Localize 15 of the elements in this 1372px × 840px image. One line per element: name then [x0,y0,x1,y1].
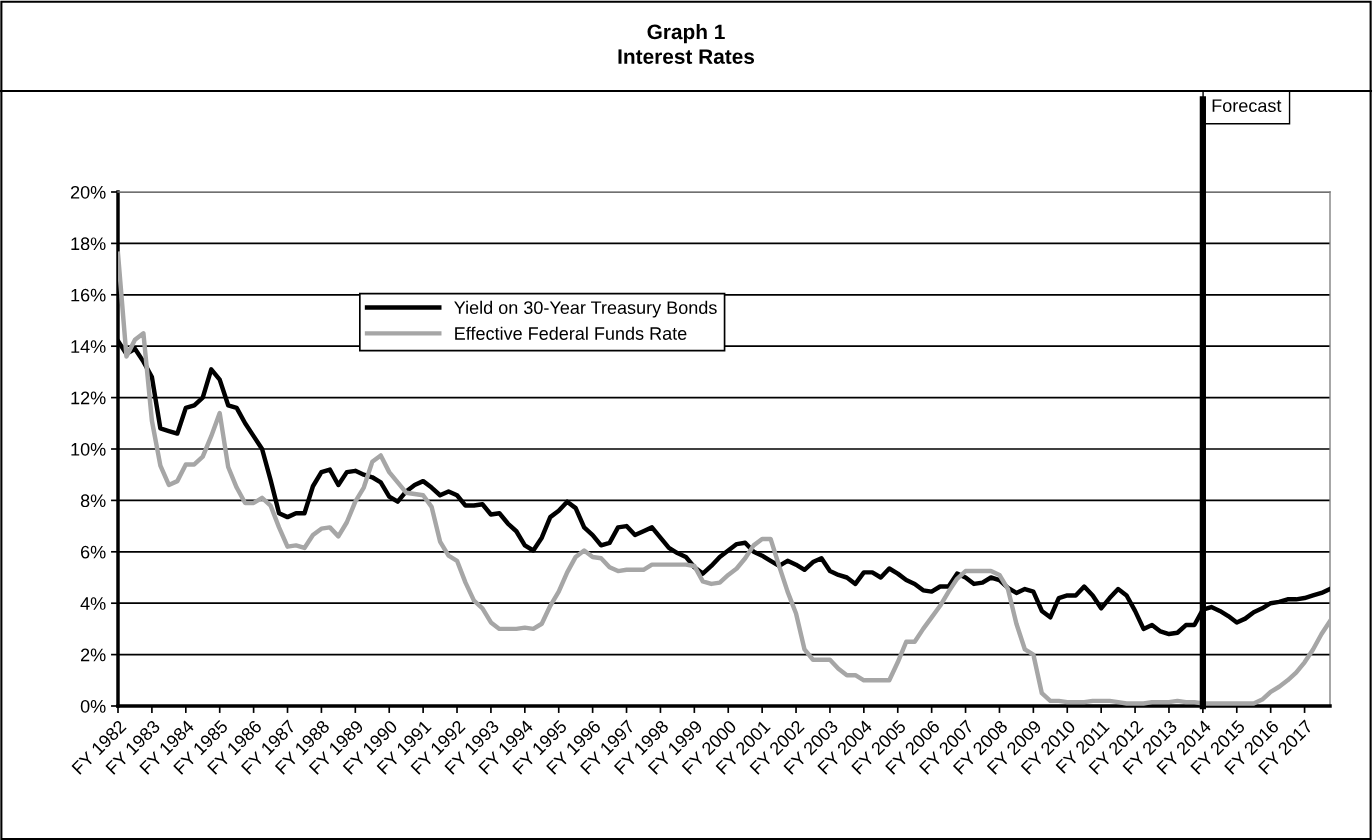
legend-label: Yield on 30-Year Treasury Bonds [454,300,717,318]
y-tick-label: 0% [80,699,106,713]
chart-title: Graph 1 Interest Rates [618,23,755,64]
y-tick-label: 8% [80,494,106,508]
y-tick-label: 14% [71,340,106,353]
y-tick-label: 4% [80,597,106,610]
y-tick-label: 6% [81,545,106,559]
y-tick-label: 10% [71,442,106,456]
ref-line-label: Forecast [1212,99,1282,113]
y-tick-label: 16% [71,288,106,302]
legend-label: Effective Federal Funds Rate [455,326,687,340]
y-tick-label: 18% [71,237,106,251]
y-tick-label: 20% [70,185,106,199]
y-tick-label: 2% [81,648,106,662]
y-tick-label: 12% [71,391,106,405]
